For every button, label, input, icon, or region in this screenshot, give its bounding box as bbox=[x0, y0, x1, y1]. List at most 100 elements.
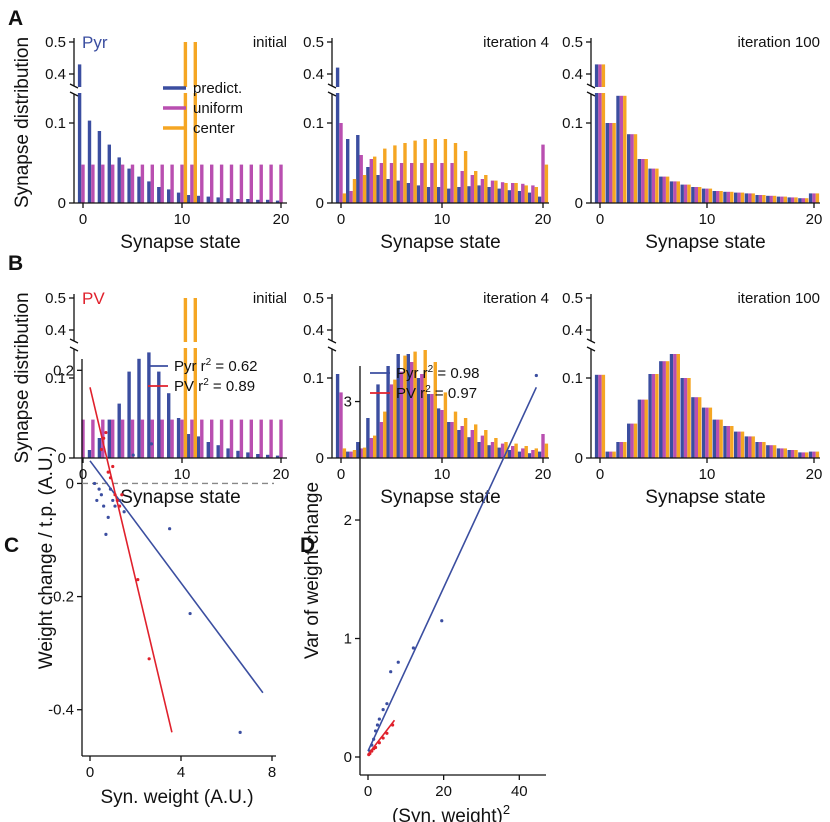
bar-center-17 bbox=[783, 448, 787, 458]
x-tick-label: 0 bbox=[596, 466, 604, 483]
bar-center-9 bbox=[433, 362, 437, 458]
bar-uniform-20 bbox=[812, 451, 816, 458]
bar-uniform-0 bbox=[598, 374, 602, 458]
bar-predict-17 bbox=[776, 448, 781, 458]
x-tick-label: 0 bbox=[79, 211, 87, 228]
bar-uniform-4 bbox=[120, 164, 125, 203]
bar-uniform-12 bbox=[726, 191, 731, 203]
y-tick-label: 0 bbox=[58, 450, 66, 467]
bar-uniform-18 bbox=[259, 419, 263, 458]
point-pyr-3 bbox=[99, 493, 103, 497]
bar-uniform-9 bbox=[430, 394, 434, 458]
bar-uniform-19 bbox=[801, 452, 805, 458]
bar-predict-5 bbox=[386, 366, 390, 458]
bar-uniform-15 bbox=[758, 195, 763, 203]
bar-uniform-4 bbox=[641, 399, 645, 458]
y-tick-label: 0.4 bbox=[562, 322, 583, 339]
bar-predict-12 bbox=[196, 195, 201, 203]
y-axis-label: Synapse distribution bbox=[12, 37, 33, 208]
bar-uniform-17 bbox=[249, 419, 253, 458]
bar-uniform-18 bbox=[521, 183, 525, 203]
panel-letter-a: A bbox=[8, 7, 23, 30]
bar-uniform-15 bbox=[758, 442, 763, 458]
x-tick-label: 20 bbox=[806, 211, 823, 228]
bar-predict-4 bbox=[117, 157, 121, 203]
row-tag: Pyr bbox=[82, 33, 108, 52]
bar-uniform-9 bbox=[430, 163, 434, 203]
axis-break-mark bbox=[69, 346, 79, 352]
bar-center-0 bbox=[342, 193, 347, 203]
bar-break-gap bbox=[77, 87, 82, 93]
point-pyr-8 bbox=[111, 498, 115, 503]
legend-label-predict: predict. bbox=[193, 80, 242, 97]
y-axis-label: Synapse distribution bbox=[12, 292, 33, 463]
bar-uniform-7 bbox=[150, 164, 154, 203]
x-tick-label: 10 bbox=[699, 211, 716, 228]
bar-predict-4 bbox=[376, 175, 380, 203]
bar-uniform-19 bbox=[531, 185, 535, 203]
bar-predict-20 bbox=[275, 455, 280, 458]
bar-uniform-5 bbox=[130, 419, 135, 458]
bar-uniform-9 bbox=[170, 419, 174, 458]
y-tick-label: 0.1 bbox=[45, 115, 66, 132]
bar-uniform-1 bbox=[609, 123, 613, 203]
panel-title: iteration 4 bbox=[483, 34, 549, 51]
bar-center-10 bbox=[708, 188, 713, 203]
bar-center-3 bbox=[633, 423, 638, 458]
bar-predict-19 bbox=[266, 199, 270, 203]
x-tick-label: 40 bbox=[511, 783, 528, 800]
legend-label-uniform: uniform bbox=[193, 100, 243, 117]
point-pyr-1 bbox=[95, 498, 99, 503]
bar-center-15 bbox=[494, 180, 498, 203]
bar-center-5 bbox=[393, 379, 397, 458]
bar-predict-0 bbox=[335, 374, 340, 458]
bar-uniform-2 bbox=[359, 448, 363, 458]
y-tick-label: 0 bbox=[58, 195, 66, 212]
bar-center-17 bbox=[514, 443, 518, 458]
bar-predict-0 bbox=[594, 64, 599, 204]
bar-uniform-5 bbox=[651, 168, 656, 203]
bar-uniform-7 bbox=[410, 362, 414, 458]
bar-center-2 bbox=[623, 442, 627, 458]
bar-uniform-12 bbox=[460, 426, 464, 458]
x-tick-label: 20 bbox=[806, 466, 823, 483]
bar-uniform-15 bbox=[490, 442, 495, 458]
bar-predict-1 bbox=[87, 450, 92, 458]
point-pyr-15 bbox=[188, 611, 192, 616]
bar-center-11 bbox=[193, 298, 197, 458]
bar-center-6 bbox=[403, 355, 407, 458]
bar-center-14 bbox=[751, 193, 755, 203]
x-tick-label: 20 bbox=[273, 211, 290, 228]
x-tick-label: 0 bbox=[337, 211, 345, 228]
bar-predict-19 bbox=[527, 192, 532, 203]
row-tag: PV bbox=[82, 289, 105, 308]
bar-center-18 bbox=[794, 450, 798, 458]
bar-break-gap bbox=[193, 87, 198, 93]
axis-break-mark bbox=[69, 83, 79, 89]
bar-center-11 bbox=[453, 411, 458, 458]
bar-predict-12 bbox=[457, 430, 461, 458]
bar-uniform-7 bbox=[150, 419, 154, 458]
bar-center-9 bbox=[698, 187, 702, 203]
y-tick-label: 0 bbox=[575, 195, 583, 212]
y-tick-label: 0.1 bbox=[45, 370, 66, 387]
bar-predict-18 bbox=[787, 450, 791, 458]
bar-predict-14 bbox=[744, 193, 749, 203]
axis-break-mark bbox=[586, 91, 596, 97]
bar-predict-2 bbox=[97, 438, 102, 458]
bar-center-12 bbox=[463, 151, 468, 203]
bar-predict-14 bbox=[216, 197, 220, 203]
bar-center-14 bbox=[484, 175, 488, 203]
bar-uniform-16 bbox=[500, 182, 505, 203]
bar-uniform-1 bbox=[349, 451, 353, 458]
bar-predict-8 bbox=[680, 378, 684, 458]
bar-predict-14 bbox=[216, 445, 220, 458]
bar-uniform-16 bbox=[239, 419, 244, 458]
bar-predict-2 bbox=[356, 442, 360, 458]
bar-uniform-3 bbox=[111, 164, 115, 203]
bar-center-11 bbox=[719, 191, 723, 203]
panel-letter-d: D bbox=[300, 534, 315, 557]
y-tick-label: 0.5 bbox=[303, 290, 324, 307]
bar-predict-3 bbox=[627, 134, 631, 203]
bar-uniform-0 bbox=[339, 123, 343, 203]
